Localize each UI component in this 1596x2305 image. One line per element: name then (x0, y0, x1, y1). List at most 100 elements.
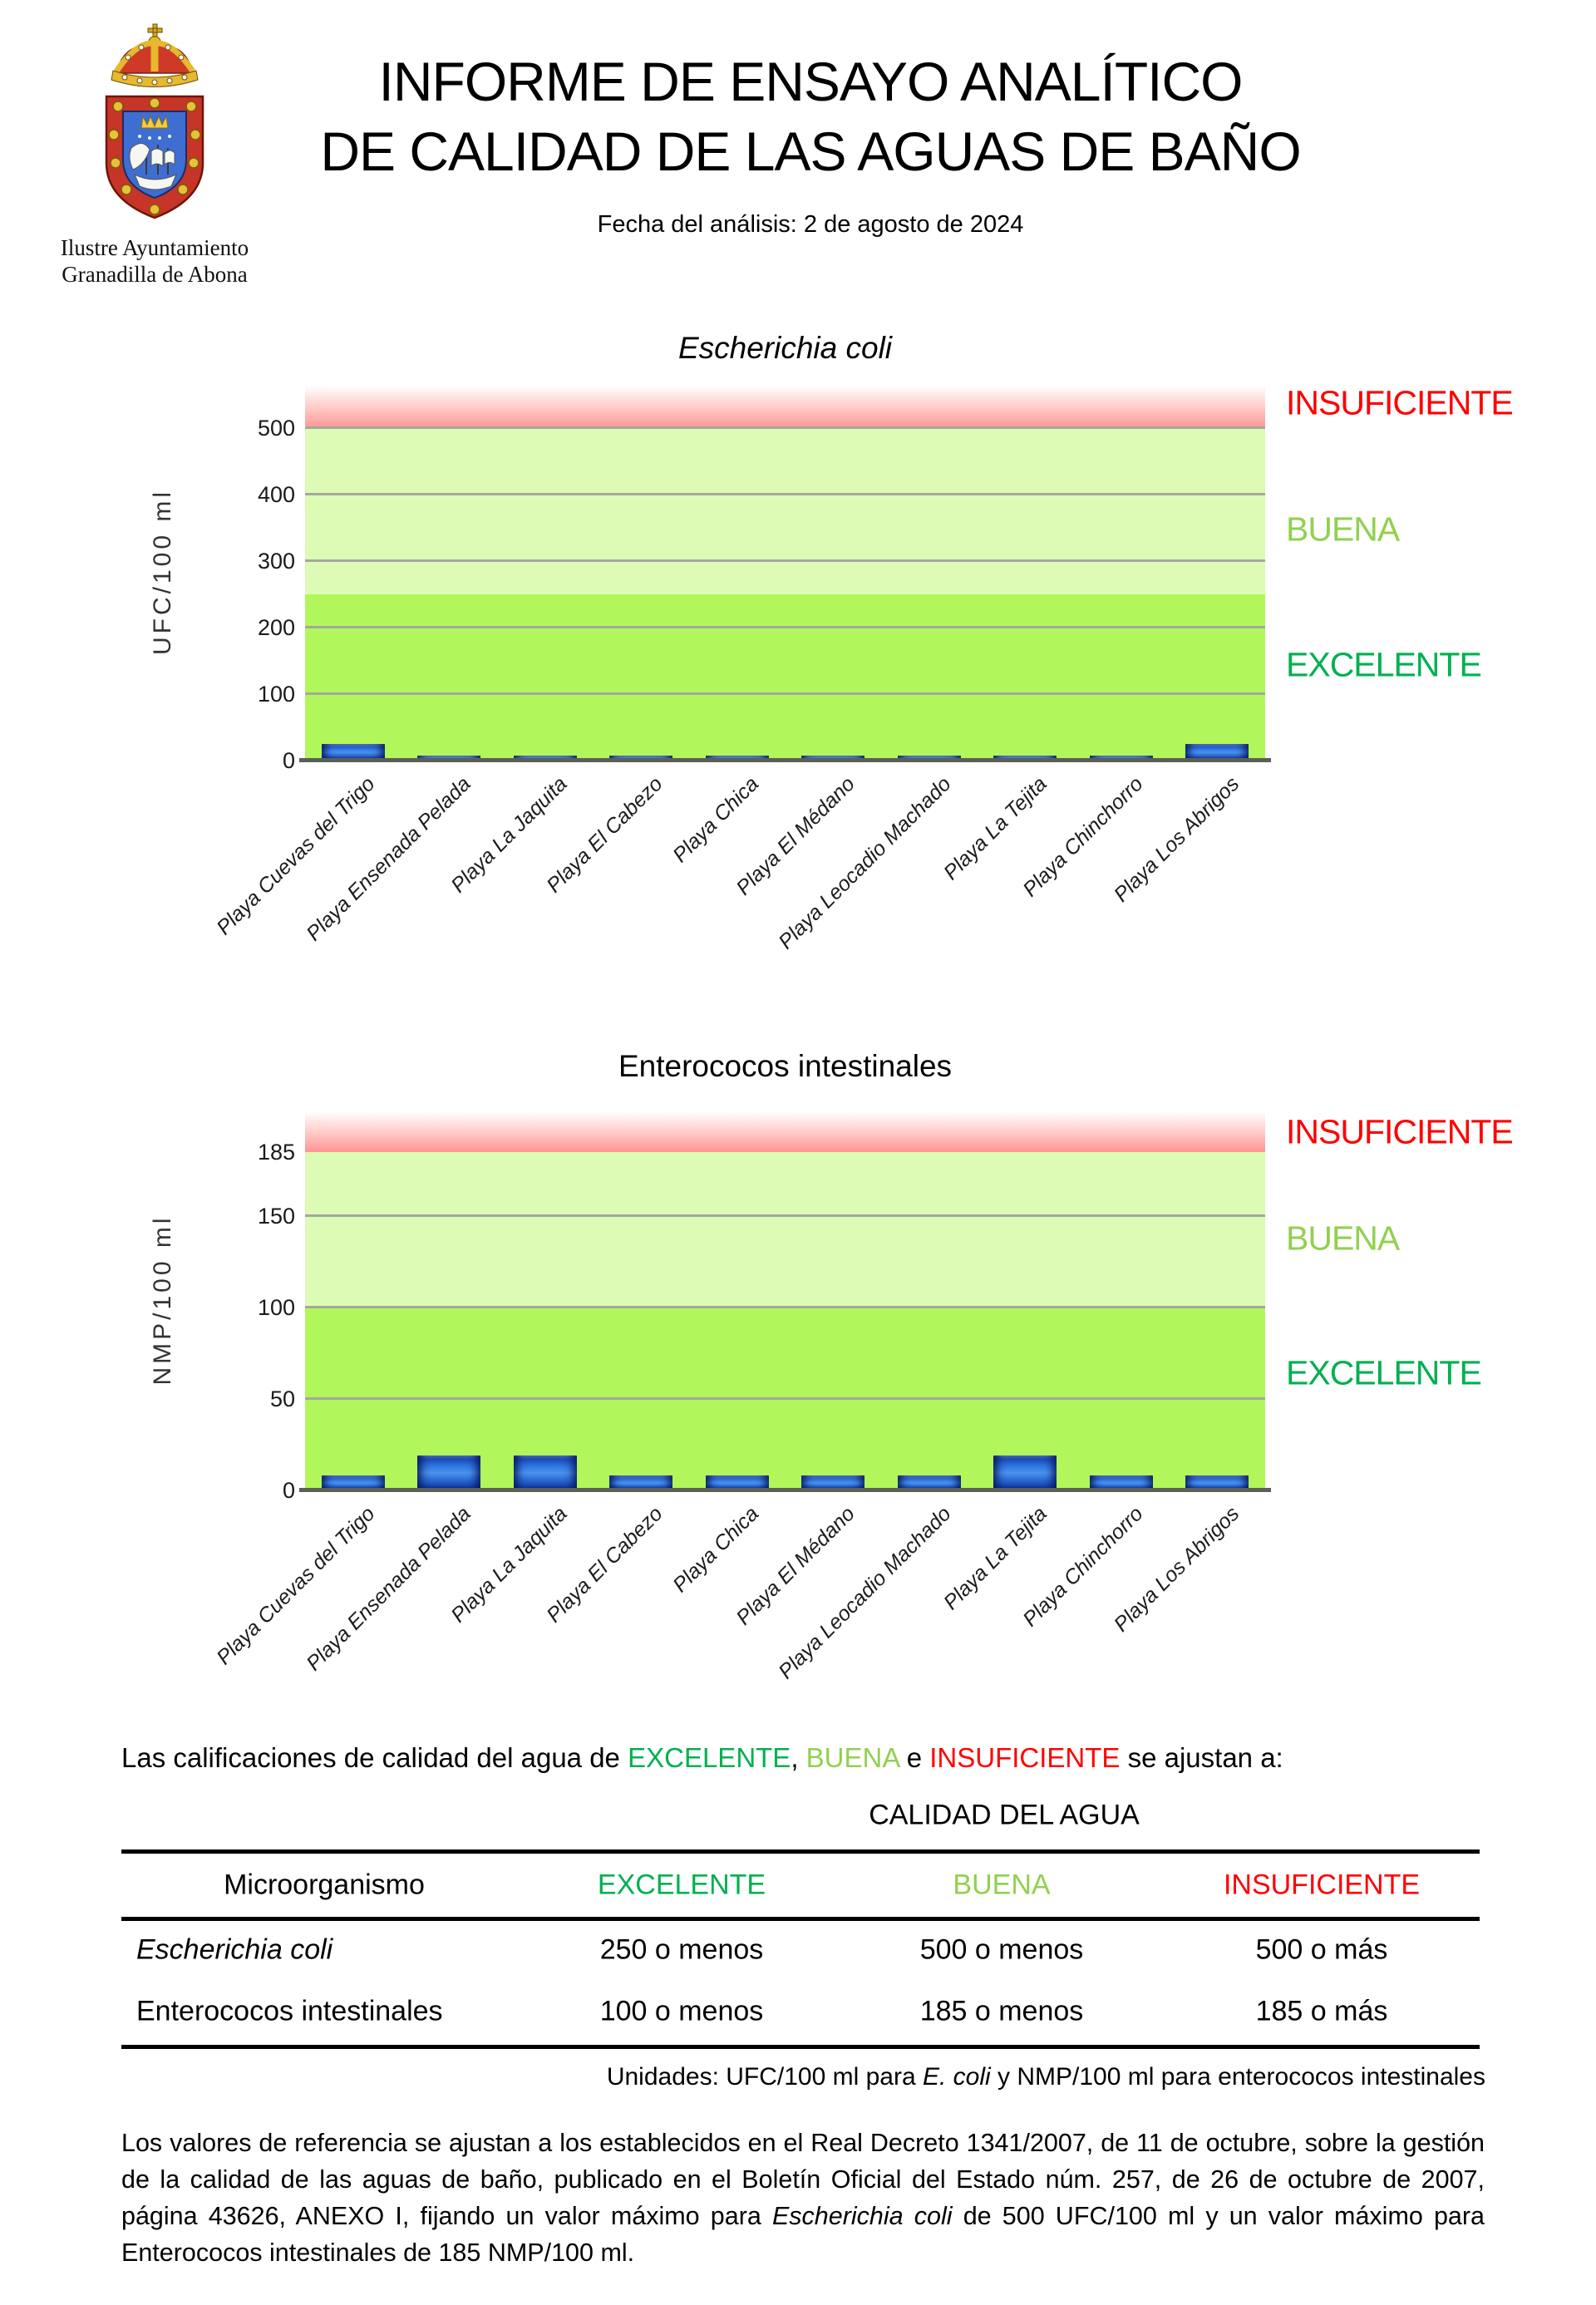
enterococci-plot-area (299, 1110, 1271, 1492)
reference-paragraph: Los valores de referencia se ajustan a l… (121, 2125, 1485, 2271)
municipality-logo: Ilustre Ayuntamiento Granadilla de Abona (43, 22, 266, 288)
criteria-sentence: Las calificaciones de calidad del agua d… (121, 1742, 1283, 1774)
bar-playa-ensenada-pelada (417, 1455, 481, 1490)
y-tick-label-185: 185 (257, 1139, 295, 1165)
table-row-ecoli-name: Escherichia coli (136, 1933, 333, 1966)
ecoli-zone-label-good: BUENA (1286, 510, 1400, 549)
criteria-good: BUENA (805, 1742, 899, 1773)
x-axis-line (299, 1488, 1271, 1492)
bar-playa-el-médano (801, 1475, 865, 1490)
bar-playa-chinchorro (1089, 1475, 1153, 1490)
enterococci-chart-title: Enterococos intestinales (618, 1049, 953, 1083)
bar-playa-el-médano (801, 755, 865, 761)
zone-band-insuficiente (305, 1110, 1265, 1152)
bar-playa-chica (705, 1475, 769, 1490)
bar-playa-cuevas-del-trigo (321, 744, 385, 761)
x-tick-label-playa-leocadio-machado: Playa Leocadio Machado (774, 1502, 956, 1684)
zone-band-insuficiente (305, 384, 1265, 428)
y-tick-label-100: 100 (257, 1294, 295, 1320)
x-tick-label-playa-chica: Playa Chica (668, 1502, 764, 1598)
enterococci-zone-label-insufficient: INSUFICIENTE (1286, 1112, 1514, 1151)
bar-playa-la-jaquita (513, 755, 577, 761)
table-row-ecoli-good: 500 o menos (919, 1933, 1084, 1966)
y-tick-label-50: 50 (269, 1386, 295, 1411)
gridline-100 (305, 692, 1265, 696)
y-tick-label-0: 0 (282, 748, 295, 773)
criteria-insufficient: INSUFICIENTE (929, 1742, 1121, 1773)
page-title: INFORME DE ENSAYO ANALÍTICO DE CALIDAD D… (25, 47, 1596, 186)
table-header-good: BUENA (953, 1869, 1051, 1901)
enterococci-zone-label-excellent: EXCELENTE (1286, 1353, 1482, 1392)
ecoli-zone-label-excellent: EXCELENTE (1286, 645, 1482, 684)
bar-playa-chinchorro (1089, 755, 1153, 761)
x-tick-label-playa-chica: Playa Chica (668, 772, 764, 868)
shield-icon (105, 95, 204, 219)
units-note: Unidades: UFC/100 ml para E. coli y NMP/… (607, 2063, 1485, 2091)
table-rule-bottom (121, 2045, 1480, 2049)
x-tick-label-playa-ensenada-pelada: Playa Ensenada Pelada (302, 1502, 476, 1676)
gridline-50 (305, 1397, 1265, 1401)
table-rule-header (121, 1917, 1480, 1921)
x-tick-label-playa-cuevas-del-trigo: Playa Cuevas del Trigo (212, 772, 380, 940)
bar-playa-la-tejita (993, 755, 1057, 761)
gridline-500 (305, 426, 1265, 430)
y-tick-label-400: 400 (257, 481, 295, 507)
bar-playa-chica (705, 755, 769, 761)
x-tick-label-playa-leocadio-machado: Playa Leocadio Machado (774, 772, 956, 954)
table-row-ecoli-insufficient: 500 o más (1255, 1933, 1388, 1966)
x-tick-label-playa-ensenada-pelada: Playa Ensenada Pelada (302, 772, 476, 946)
enterococci-y-axis-label: NMP/100 ml (149, 1214, 176, 1386)
table-row-enterococci-insufficient: 185 o más (1255, 1995, 1388, 2027)
enterococci-zone-label-good: BUENA (1286, 1219, 1400, 1258)
bar-playa-los-abrigos (1185, 1475, 1249, 1490)
bar-playa-ensenada-pelada (417, 755, 481, 761)
table-header-excellent: EXCELENTE (597, 1869, 766, 1901)
gridline-150 (305, 1214, 1265, 1218)
criteria-prefix: Las calificaciones de calidad del agua d… (121, 1742, 628, 1773)
table-header-microorganism: Microorganismo (224, 1869, 425, 1901)
reference-p2: de 500 UFC/100 ml y un valor máximo para… (121, 2202, 1485, 2267)
y-tick-label-150: 150 (257, 1203, 295, 1229)
gridline-200 (305, 626, 1265, 629)
analysis-date: Fecha del análisis: 2 de agosto de 2024 (597, 211, 1024, 238)
reference-p1: Los valores de referencia se ajustan a l… (121, 2129, 1485, 2230)
x-axis-line (299, 758, 1271, 762)
bar-playa-leocadio-machado (897, 755, 961, 761)
criteria-suffix: se ajustan a: (1120, 1742, 1283, 1773)
y-tick-label-500: 500 (257, 415, 295, 441)
logo-caption-line2: Granadilla de Abona (62, 262, 248, 287)
y-tick-label-0: 0 (282, 1478, 295, 1503)
ship-icon (129, 135, 177, 190)
ecoli-zone-label-insufficient: INSUFICIENTE (1286, 383, 1514, 422)
gridline-300 (305, 559, 1265, 563)
table-caption: CALIDAD DEL AGUA (869, 1799, 1140, 1831)
units-suffix: y NMP/100 ml para enterococos intestinal… (990, 2063, 1485, 2091)
criteria-sep2: e (899, 1742, 930, 1773)
gridline-100 (305, 1306, 1265, 1309)
crown-icon (111, 23, 199, 87)
bar-playa-el-cabezo (609, 755, 673, 761)
ecoli-y-axis-label: UFC/100 ml (149, 488, 176, 656)
units-prefix: Unidades: UFC/100 ml para (606, 2063, 923, 2091)
table-header-insufficient: INSUFICIENTE (1223, 1869, 1421, 1901)
zone-band-buena (305, 427, 1265, 594)
ecoli-plot-area (299, 384, 1271, 762)
zone-band-buena (305, 1151, 1265, 1308)
y-tick-label-200: 200 (257, 614, 295, 640)
coat-of-arms-icon (105, 23, 204, 219)
bar-playa-los-abrigos (1185, 744, 1249, 761)
logo-caption-line1: Ilustre Ayuntamiento (60, 235, 249, 260)
y-tick-label-300: 300 (257, 548, 295, 574)
page-title-line1: INFORME DE ENSAYO ANALÍTICO (378, 51, 1244, 112)
x-tick-label-playa-cuevas-del-trigo: Playa Cuevas del Trigo (212, 1502, 380, 1670)
bar-playa-cuevas-del-trigo (321, 1475, 385, 1490)
criteria-excellent: EXCELENTE (628, 1742, 791, 1773)
ecoli-chart-title: Escherichia coli (677, 331, 893, 365)
criteria-sep1: , (791, 1742, 806, 1773)
bar-playa-el-cabezo (609, 1475, 673, 1490)
table-rule-top (121, 1849, 1480, 1854)
table-row-ecoli-excellent: 250 o menos (599, 1933, 764, 1966)
bar-playa-la-tejita (993, 1455, 1057, 1490)
bar-playa-leocadio-machado (897, 1475, 961, 1490)
